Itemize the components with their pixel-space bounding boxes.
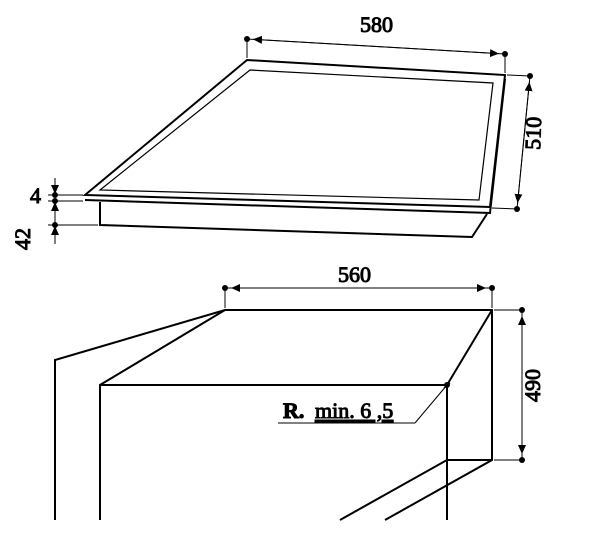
hob-top-view (85, 60, 505, 237)
cutout-view (55, 310, 492, 520)
radius-callout: R. min. 6 ,5 (278, 383, 450, 424)
dim-580: 580 (247, 12, 505, 73)
glass-top-inset (100, 70, 493, 200)
dim-4-label: 4 (30, 183, 41, 208)
dim-510: 510 (492, 75, 546, 209)
radius-label: min. 6 ,5 (315, 398, 393, 423)
radius-prefix: R. (283, 398, 304, 423)
dim-560-label: 560 (338, 262, 371, 287)
dim-490: 490 (494, 310, 545, 460)
dim-560: 560 (225, 262, 492, 308)
glass-lip (85, 79, 505, 213)
dim-42-label: 42 (10, 228, 35, 250)
dim-580-label: 580 (360, 12, 393, 37)
dim-4-42: 4 42 (10, 178, 98, 250)
dim-490-label: 490 (520, 369, 545, 402)
dim-510-label: 510 (520, 116, 546, 150)
glass-top-outline (85, 60, 505, 207)
